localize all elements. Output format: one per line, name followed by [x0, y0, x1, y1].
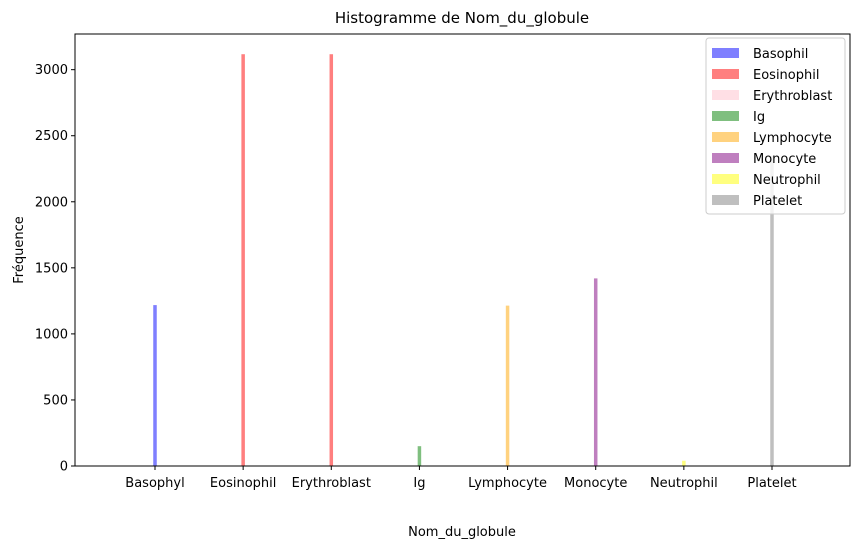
legend-swatch-eosinophil [712, 69, 739, 79]
bar-eosinophil [241, 54, 245, 467]
bar-lymphocyte [505, 305, 510, 466]
x-tick-label: Monocyte [564, 476, 627, 491]
x-tick-label: Erythroblast [292, 476, 371, 491]
legend-swatch-erythroblast [712, 90, 739, 100]
legend-label-ig: Ig [753, 110, 765, 125]
legend-box [705, 37, 846, 215]
y-tick-label: 3000 [35, 63, 68, 78]
x-axis-label: Nom_du_globule [408, 525, 516, 540]
y-tick-label: 500 [43, 393, 68, 408]
legend-label-platelet: Platelet [753, 194, 802, 209]
y-tick-label: 2000 [35, 195, 68, 210]
legend-swatch-monocyte [712, 153, 739, 163]
y-tick-label: 0 [60, 460, 68, 475]
x-axis-ticks: Basophyl Eosinophil Erythroblast Ig Lymphocy… [125, 466, 797, 491]
bar-monocyte [593, 278, 598, 466]
x-tick-label: Lymphocyte [468, 476, 547, 491]
bar-erythroblast [329, 54, 334, 467]
bars-group [153, 54, 774, 467]
y-axis-ticks: 0 500 1000 1500 2000 2500 3000 [35, 63, 75, 475]
legend-label-neutrophil: Neutrophil [753, 173, 821, 188]
x-tick-label: Platelet [747, 476, 796, 491]
legend-swatch-basophil [712, 48, 739, 58]
legend: Basophil Eosinophil Erythroblast Ig Lymphocy… [705, 37, 846, 215]
legend-label-erythroblast: Erythroblast [753, 89, 832, 104]
x-tick-label: Basophyl [125, 476, 184, 491]
chart-title: Histogramme de Nom_du_globule [335, 9, 589, 28]
x-tick-label: Ig [413, 476, 425, 491]
legend-swatch-platelet [712, 195, 739, 205]
bar-basophil [153, 305, 157, 466]
legend-label-basophil: Basophil [753, 47, 808, 62]
legend-swatch-lymphocyte [712, 132, 739, 142]
plot-area-frame [74, 33, 851, 467]
x-tick-label: Neutrophil [650, 476, 718, 491]
y-axis-label: Fréquence [12, 216, 27, 283]
legend-label-lymphocyte: Lymphocyte [753, 131, 832, 146]
legend-swatch-ig [712, 111, 739, 121]
legend-label-eosinophil: Eosinophil [753, 68, 819, 83]
bar-neutrophil [682, 460, 686, 466]
x-tick-label: Eosinophil [210, 476, 276, 491]
legend-label-monocyte: Monocyte [753, 152, 816, 167]
bar-ig [417, 446, 422, 466]
y-tick-label: 1000 [35, 327, 68, 342]
y-tick-label: 1500 [35, 261, 68, 276]
bar-platelet [770, 155, 774, 466]
y-tick-label: 2500 [35, 129, 68, 144]
legend-swatch-neutrophil [712, 174, 739, 184]
